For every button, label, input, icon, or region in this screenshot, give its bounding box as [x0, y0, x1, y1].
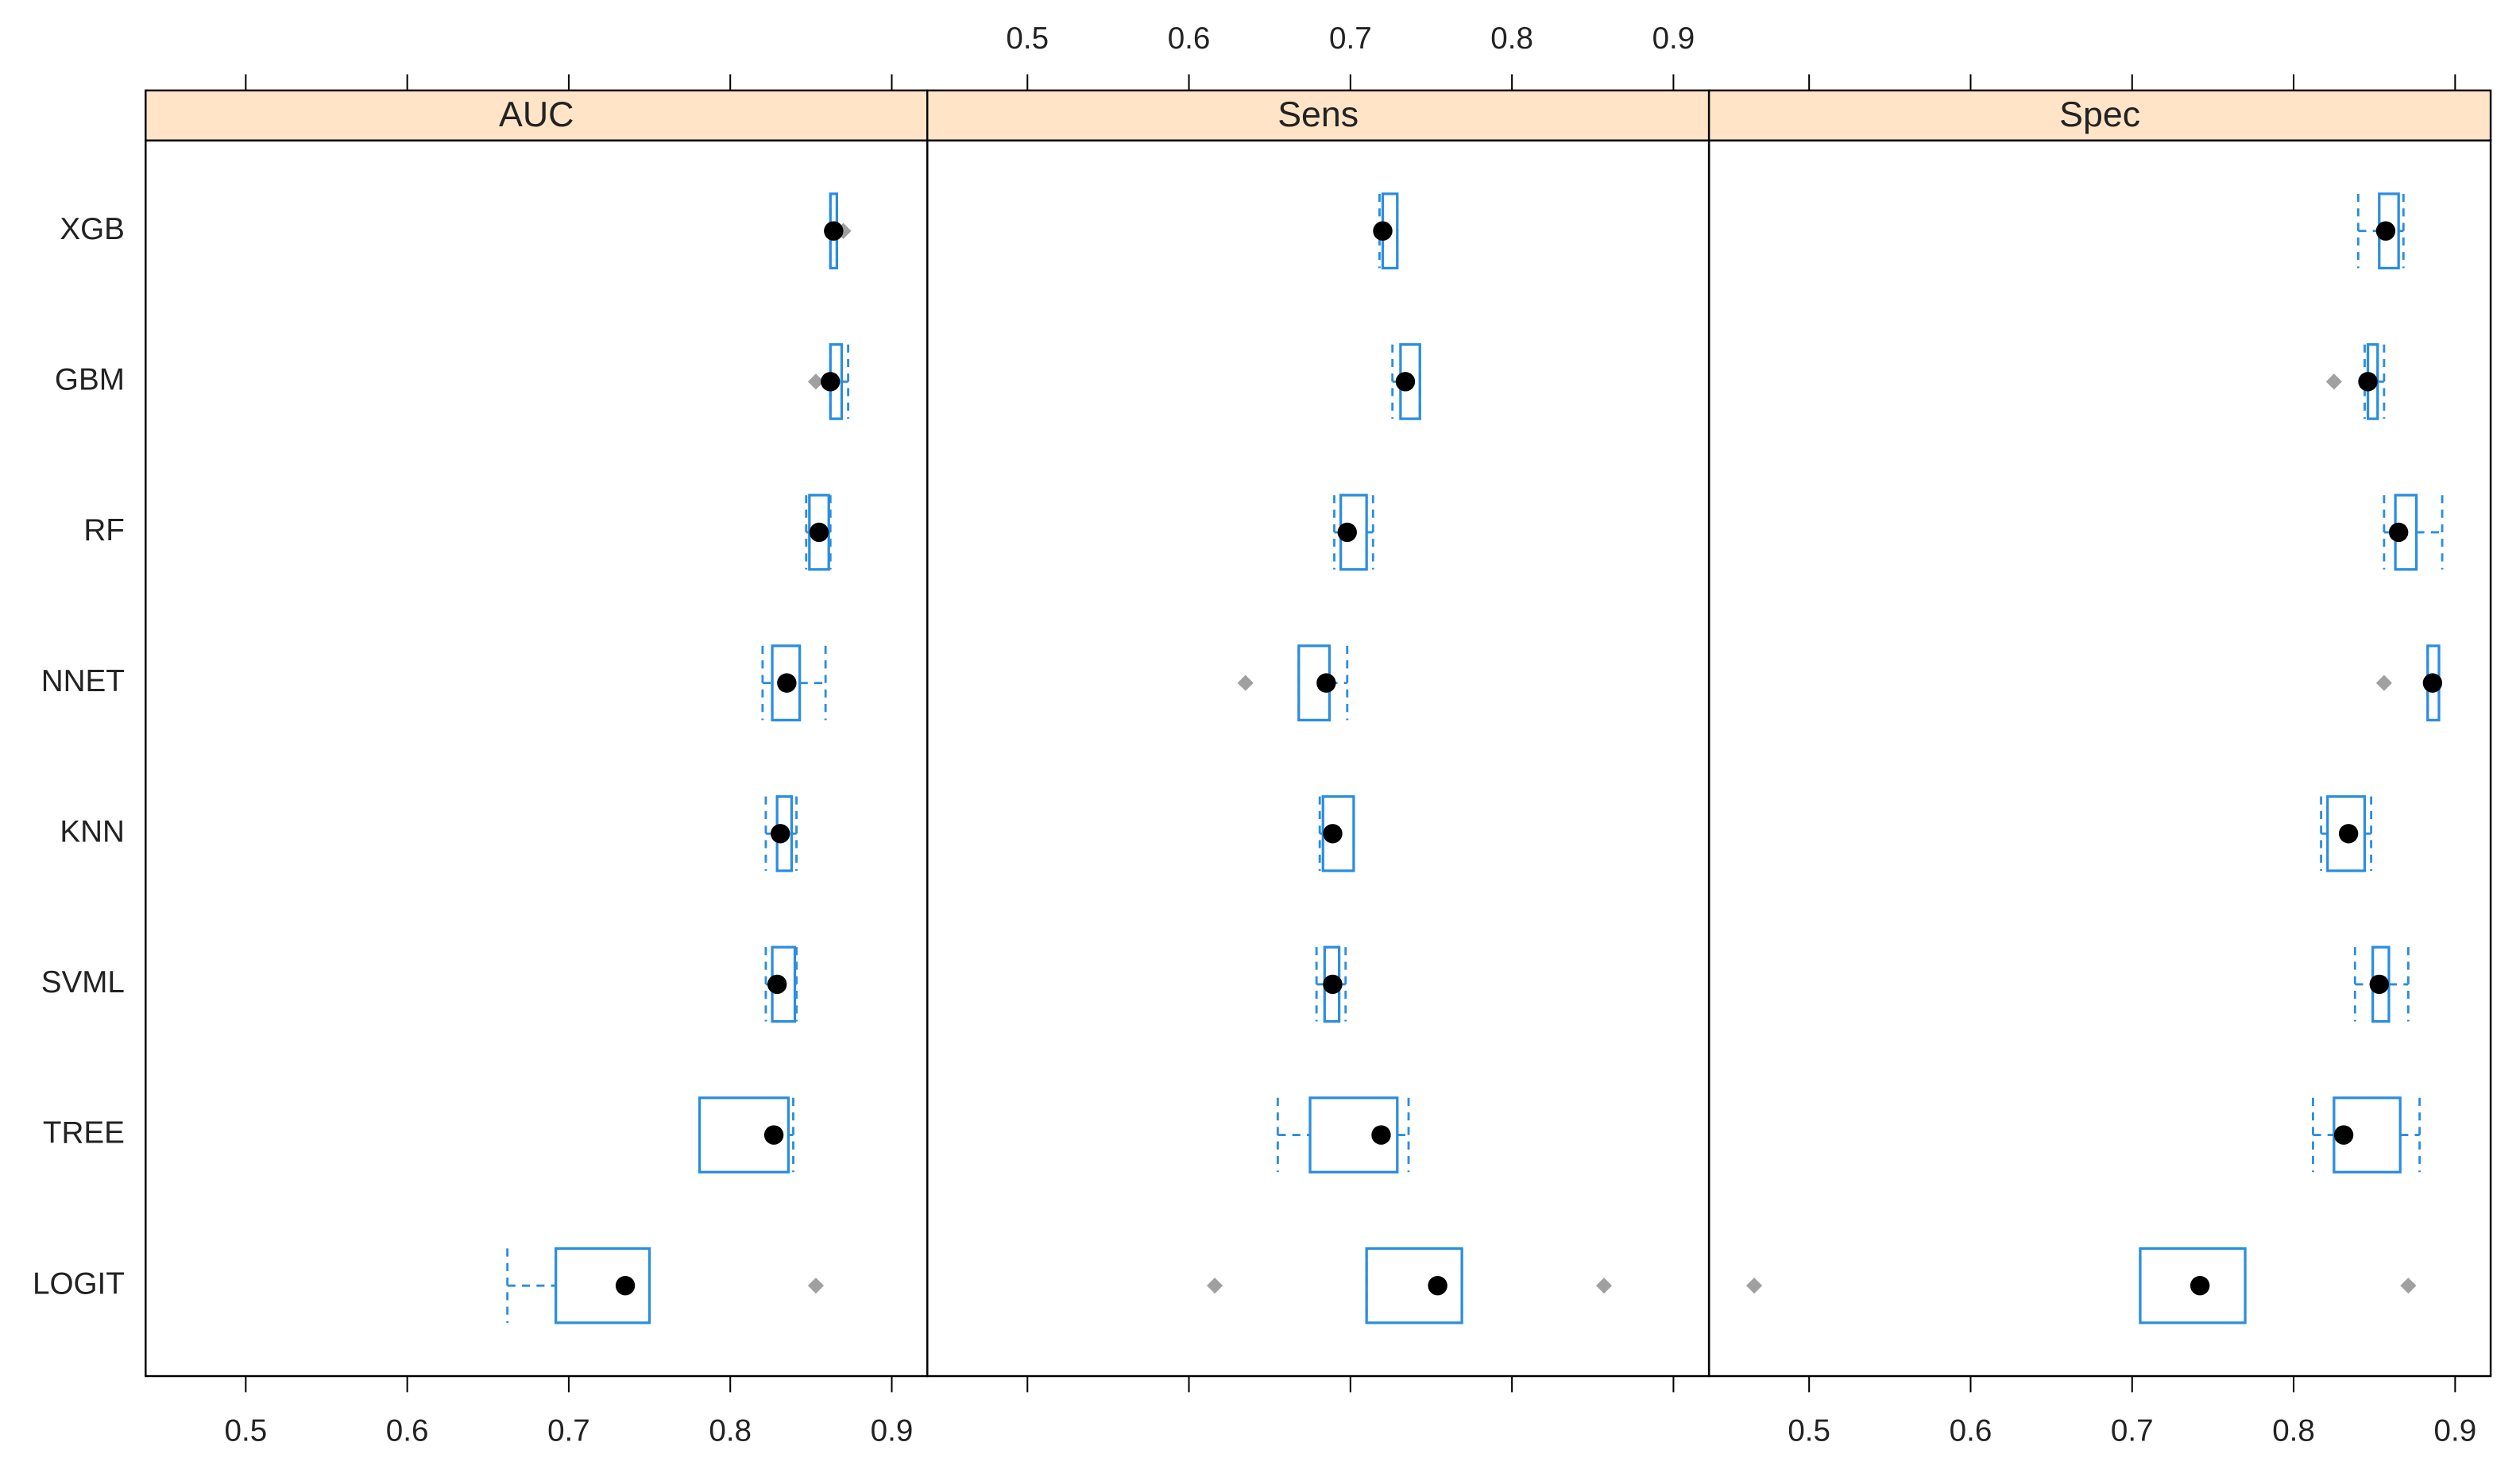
- median: [809, 522, 829, 543]
- outlier: [1746, 1278, 1763, 1294]
- x-tick-label: 0.6: [386, 1413, 429, 1448]
- median: [767, 974, 787, 995]
- median: [2375, 221, 2396, 241]
- y-tick-label: KNN: [60, 814, 125, 849]
- panel: [145, 139, 929, 1378]
- median: [2369, 974, 2389, 995]
- outlier: [1207, 1278, 1223, 1294]
- y-tick-label: GBM: [55, 363, 125, 397]
- x-tick-label: 0.5: [1006, 21, 1049, 56]
- median: [1323, 824, 1343, 844]
- median: [2358, 372, 2378, 392]
- box: [771, 644, 802, 722]
- y-tick-label: RF: [83, 513, 124, 547]
- x-tick-label: 0.5: [1788, 1413, 1830, 1448]
- median: [771, 824, 790, 844]
- median: [1323, 974, 1343, 995]
- box: [2139, 1247, 2247, 1324]
- median: [1428, 1275, 1447, 1296]
- median: [1373, 221, 1393, 241]
- panel-title: Sens: [1277, 95, 1359, 134]
- panel: [926, 139, 1710, 1378]
- x-tick-label: 0.6: [1168, 21, 1211, 56]
- median: [821, 372, 841, 392]
- panel-title: AUC: [499, 95, 574, 134]
- outlier: [1237, 675, 1254, 691]
- median: [2190, 1275, 2210, 1296]
- box: [2326, 794, 2367, 872]
- panel: [1707, 139, 2492, 1378]
- median: [2388, 522, 2409, 543]
- y-tick-label: TREE: [43, 1116, 125, 1150]
- median: [763, 1125, 784, 1145]
- x-tick-label: 0.7: [547, 1413, 590, 1448]
- median: [1316, 673, 1336, 693]
- box: [1365, 1247, 1463, 1324]
- outlier: [807, 1278, 825, 1294]
- y-tick-label: SVML: [41, 965, 125, 999]
- median: [1395, 372, 1416, 392]
- box: [698, 1096, 790, 1173]
- x-tick-label: 0.5: [224, 1413, 267, 1448]
- y-tick-label: NNET: [41, 664, 125, 698]
- strip: [145, 89, 929, 142]
- outlier: [2400, 1278, 2417, 1294]
- outlier: [2325, 373, 2342, 390]
- box: [555, 1247, 651, 1324]
- median: [2338, 824, 2359, 844]
- outlier: [807, 373, 825, 390]
- x-tick-label: 0.6: [1950, 1413, 1992, 1448]
- outlier: [2375, 675, 2392, 691]
- median: [777, 673, 797, 693]
- x-tick-label: 0.8: [709, 1413, 752, 1448]
- strip: [926, 89, 1710, 142]
- median: [2422, 673, 2443, 693]
- x-tick-label: 0.7: [2111, 1413, 2154, 1448]
- median: [615, 1275, 636, 1296]
- y-tick-label: XGB: [60, 212, 125, 246]
- box: [1308, 1096, 1399, 1173]
- x-tick-label: 0.9: [1652, 21, 1695, 56]
- median: [1337, 522, 1357, 543]
- y-tick-label: LOGIT: [33, 1266, 125, 1301]
- outlier: [1595, 1278, 1613, 1294]
- panel-title: Spec: [2059, 95, 2140, 134]
- x-tick-label: 0.8: [2272, 1413, 2315, 1448]
- x-tick-label: 0.9: [2433, 1413, 2476, 1448]
- x-tick-label: 0.7: [1329, 21, 1372, 56]
- x-tick-label: 0.9: [871, 1413, 914, 1448]
- median: [824, 221, 844, 241]
- median: [2333, 1125, 2354, 1145]
- x-tick-label: 0.8: [1490, 21, 1533, 56]
- median: [1371, 1125, 1391, 1145]
